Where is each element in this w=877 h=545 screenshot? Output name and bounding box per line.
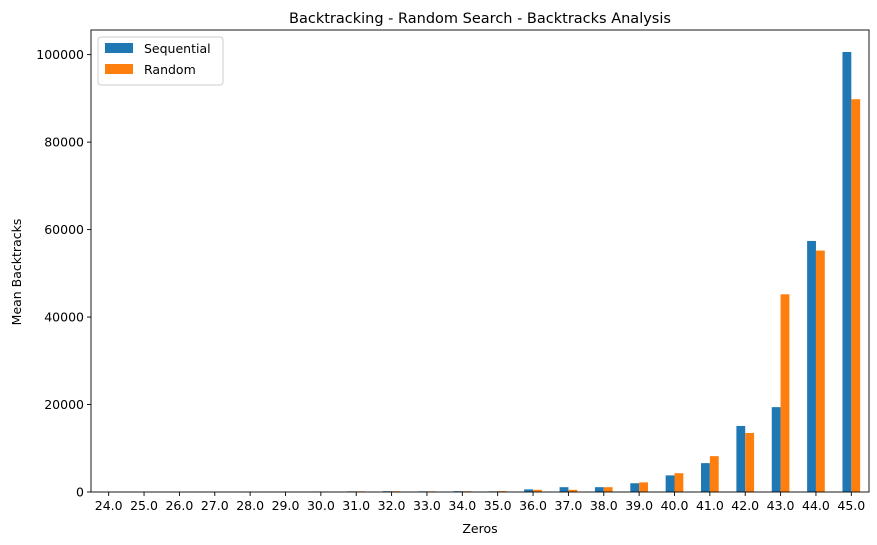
x-tick-label: 29.0	[272, 498, 300, 513]
legend-label-random: Random	[144, 62, 196, 77]
bar-random-36.0	[533, 489, 542, 492]
chart-title: Backtracking - Random Search - Backtrack…	[289, 11, 671, 27]
bar-random-45.0	[851, 99, 861, 493]
x-tick-label: 40.0	[661, 498, 689, 513]
x-tick-label: 26.0	[165, 498, 193, 513]
x-tick-label: 39.0	[625, 498, 653, 513]
x-tick-label: 44.0	[802, 498, 830, 513]
x-tick-label: 33.0	[413, 498, 441, 513]
bar-sequential-41.0	[701, 463, 710, 492]
x-tick-label: 43.0	[767, 498, 795, 513]
bar-sequential-44.0	[807, 240, 816, 492]
x-axis-label: Zeros	[462, 521, 497, 536]
bar-sequential-42.0	[736, 425, 746, 492]
x-tick-label: 27.0	[201, 498, 229, 513]
x-tick-label: 25.0	[130, 498, 158, 513]
bar-sequential-38.0	[594, 487, 604, 492]
bar-random-43.0	[780, 294, 790, 492]
x-tick-label: 30.0	[307, 498, 335, 513]
y-tick-label: 80000	[44, 135, 84, 150]
x-tick-label: 31.0	[342, 498, 370, 513]
y-tick-label: 60000	[44, 222, 84, 237]
bar-sequential-40.0	[665, 475, 675, 492]
x-tick-label: 37.0	[554, 498, 582, 513]
x-tick-label: 24.0	[95, 498, 123, 513]
x-tick-label: 41.0	[696, 498, 724, 513]
x-tick-label: 45.0	[837, 498, 865, 513]
x-tick-label: 36.0	[519, 498, 547, 513]
bar-sequential-36.0	[524, 489, 534, 492]
y-axis-label: Mean Backtracks	[9, 219, 24, 326]
axes-frame	[90, 29, 870, 493]
legend-swatch-sequential	[105, 43, 133, 53]
bar-sequential-37.0	[559, 487, 569, 492]
bar-random-38.0	[603, 487, 613, 492]
x-tick-label: 42.0	[731, 498, 759, 513]
bar-random-44.0	[815, 250, 825, 492]
bar-sequential-39.0	[630, 483, 640, 492]
legend: Sequential Random	[97, 36, 224, 86]
bar-random-41.0	[709, 456, 719, 492]
x-tick-label: 35.0	[484, 498, 512, 513]
bar-random-39.0	[639, 482, 648, 492]
x-tick-label: 38.0	[590, 498, 618, 513]
bar-sequential-43.0	[771, 407, 781, 492]
x-tick-label: 28.0	[236, 498, 264, 513]
x-tick-label: 34.0	[448, 498, 476, 513]
bar-random-42.0	[745, 432, 755, 492]
x-tick-label: 32.0	[378, 498, 406, 513]
y-tick-label: 20000	[44, 397, 84, 412]
y-tick-label: 100000	[36, 47, 84, 62]
legend-label-sequential: Sequential	[144, 41, 211, 56]
bar-sequential-45.0	[842, 52, 852, 492]
bar-random-37.0	[568, 489, 578, 492]
x-axis: 24.0 25.0 26.0 27.0 28.0 29.0 30.0 31.0 32.0 33.0…	[95, 492, 865, 513]
y-tick-label: 40000	[44, 310, 84, 325]
bar-random-40.0	[674, 473, 684, 492]
legend-swatch-random	[105, 64, 133, 74]
y-tick-label: 0	[76, 485, 84, 500]
y-axis: 0 20000 40000 60000 80000 100000	[36, 47, 91, 500]
plot-area	[90, 29, 870, 493]
